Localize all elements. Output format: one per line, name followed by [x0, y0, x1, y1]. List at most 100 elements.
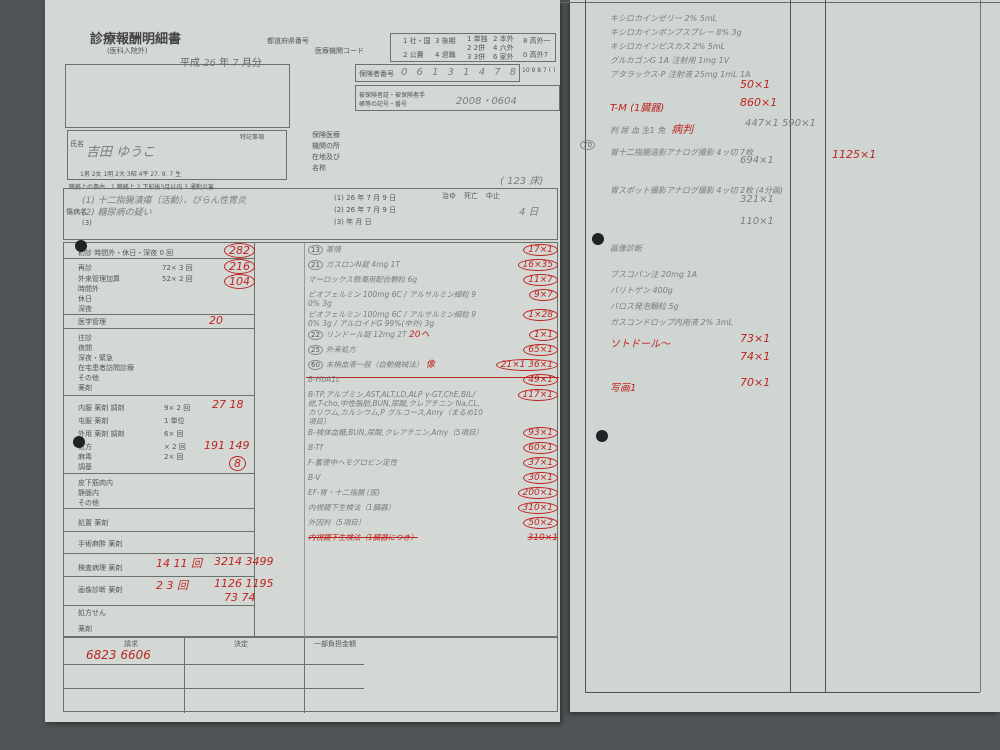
line-text: ブスコパン注 20mg 1A [610, 270, 698, 279]
burden-label: 一部負担金額 [314, 640, 356, 648]
note-text-wrap: ガスロンN錠 4mg 1T [326, 260, 484, 269]
note-row: 内視鏡下生検法（1臓器につき） 310×1 [308, 533, 558, 546]
exam-calc: 14 11 回 [156, 557, 202, 570]
binder-hole [73, 436, 85, 448]
line-text: アタラックス-P 注射液 25mg 1mL 1A [610, 70, 751, 79]
note-text: 内視鏡下生検法（1臓器） [308, 503, 396, 512]
line-text: グルカゴンG 1A 注射用 1mg 1V [610, 56, 730, 65]
prescription-label: 処方 [78, 443, 92, 451]
line-points: 321×1 [740, 194, 774, 205]
line-text: バリトゲン 400g [610, 286, 673, 295]
hospital-label: 保険医療機関の所在地及び名称 [312, 131, 340, 172]
insurer-number-box: 保険者番号 0 6 1 3 1 4 7 8 [355, 64, 520, 82]
cat-2: 2 2併 [467, 44, 486, 52]
after-hours-label: 時間外 [78, 285, 99, 293]
surgery-label: 手術麻酔 薬剤 [78, 540, 123, 548]
continuation-line: バリトゲン 400g [610, 278, 673, 297]
note-text-wrap: B-V [308, 473, 484, 482]
institution-code-label: 医療機関コード [315, 47, 364, 55]
patient-box: 氏名 吉田 ゆうこ 1男 2女 1明 2大 3昭 4平 27. 9. 7 生 特… [67, 130, 287, 180]
note-row: ビオフェルミン 100mg 6C / アルサルミン細粒 90% 3g 9×7 [308, 289, 558, 308]
note-row: 25 外来処方 65×1 [308, 344, 558, 358]
note-points: 37×1 [484, 457, 558, 469]
note-text-wrap: B-HbA1c [308, 375, 484, 384]
type-1: 1 社・国 [403, 37, 431, 45]
note-row: EF-胃・十二指腸 (医) 200×1 [308, 487, 558, 501]
payer-5: 0 高外7 [523, 51, 549, 59]
home-care-list: 往診 夜間 深夜・緊急 在宅患者訪問診療 その他 薬剤 [78, 334, 134, 392]
line-points: 73×1 [740, 332, 771, 345]
line-text: バロス発泡顆粒 5g [610, 302, 679, 311]
note-row: B-TP,アルブミン,AST,ALT,LD,ALP γ-GT,ChE,BIL/総… [308, 389, 558, 426]
insurance-type-box: 1 社・国 2 公費 3 後期 4 退職 1 単独 2 2併 3 3併 2 本外… [390, 33, 556, 62]
line-points: 694×1 [740, 155, 774, 166]
note-text: 外因判（5項目） [308, 518, 366, 527]
note-points: 16×35 [484, 259, 558, 271]
note-points: 65×1 [484, 344, 558, 356]
prescription-slip-label: 処方せん [78, 609, 106, 617]
note-text-wrap: リンドール錠 12mg 2T 20ヘ [326, 330, 484, 340]
note-text: B-検体血糖,BUN,尿酸,クレアチニン,Amy（5項目） [308, 428, 483, 437]
note-text: B-TP,アルブミン,AST,ALT,LD,ALP γ-GT,ChE,BIL/総… [308, 390, 483, 426]
totals-box: 請求 6823 6606 決定 一部負担金額 [63, 637, 558, 713]
insurer-no: 0 6 1 3 1 4 7 8 [401, 67, 520, 78]
work-reason: 職務上の事由 1 職務上 2 下船後3月以内 3 通勤災害 [69, 184, 214, 191]
mgmt-addition-calc: 52× 2 回 [162, 275, 193, 283]
dispensing-base-points: 8 [229, 456, 246, 471]
note-text-wrap: 内視鏡下生検法（1臓器） [308, 503, 484, 512]
binder-hole [592, 233, 604, 245]
line-text: キシロカインポンプスプレー 8% 3g [610, 28, 742, 37]
continuation-line: ソトドール〜 [610, 332, 670, 351]
note-points: 310×1 [484, 502, 558, 514]
line-points: 447×1 590×1 [745, 118, 816, 129]
line-points: 74×1 [740, 350, 771, 363]
outcome-cured: 治ゆ [442, 192, 456, 200]
continuation-line: 胃スポット撮影アナログ撮影 4ッ切 2枚 (4分画) [610, 178, 783, 197]
note-points: 17×1 [484, 244, 558, 256]
note-text-wrap: B-Tf [308, 443, 484, 452]
payer-3: 6 家外 [493, 53, 514, 61]
days: 4 日 [519, 207, 539, 218]
form-subtitle: (医科入院外) [107, 47, 148, 55]
special-label: 特記事項 [240, 134, 265, 141]
late-night-label: 深夜 [78, 305, 92, 313]
payer-4: 8 高外一 [523, 37, 551, 45]
mgmt-addition-points: 104 [224, 274, 255, 289]
revisit-calc: 72× 3 回 [162, 264, 193, 272]
continuation-line: バロス発泡顆粒 5g [610, 294, 679, 313]
line-points: 70×1 [740, 376, 771, 389]
sex-birth: 1男 2女 1明 2大 3昭 4平 27. 9. 7 生 [80, 171, 182, 178]
continuation-line: ブスコパン注 20mg 1A [610, 262, 697, 281]
revisit-points: 216 [224, 259, 255, 274]
line-text: キシロカインゼリー 2% 5mL [610, 14, 718, 23]
note-text-wrap: ビオフェルミン 100mg 6C / アルサルミン細粒 90% 3g / アルロ… [308, 310, 484, 328]
beds: ( 123 床) [500, 176, 544, 187]
note-points: 200×1 [484, 487, 558, 499]
insurer-no-label: 保険者番号 [359, 70, 394, 78]
note-code: 60 [308, 360, 323, 370]
other-drug-label: 薬剤 [78, 625, 92, 633]
line-points: 1125×1 [832, 148, 877, 161]
note-code: 25 [308, 345, 323, 355]
continuation-sheet: キシロカインゼリー 2% 5mL キシロカインポンプスプレー 8% 3g キシロカイ… [560, 0, 1000, 712]
claim-form-sheet: 診療報酬明細書 (医科入院外) 平成 26 年 7 月分 都道府県番号 医療機関… [45, 0, 560, 722]
injection-list: 皮下筋肉内 静脈内 その他 [78, 479, 113, 507]
continuation-line: グルカゴンG 1A 注射用 1mg 1V [610, 48, 729, 67]
imaging-points: 1126 1195 [214, 577, 274, 590]
note-row: 60 末梢血液一般（自動機械法） 像 21×1 36×1 [308, 359, 558, 373]
note-text: 外来処方 [325, 345, 356, 354]
continuation-line: 判 尿 血 生1 免病判 [610, 118, 693, 137]
card-number-box: 被保険者証・被保険者手帳等の記号・番号 2008・0604 [355, 85, 560, 111]
note-code: 13 [308, 245, 323, 255]
note-text: 薬情 [325, 245, 341, 254]
note-points: 117×1 [484, 389, 558, 401]
note-text: B-HbA1c [308, 375, 341, 384]
note-points: 9×7 [484, 289, 558, 301]
diagnosis-3: (3) [82, 219, 92, 227]
line-text: ガスコンドロップ内用液 2% 3mL [610, 318, 734, 327]
line-text: 画像診断 [610, 244, 642, 253]
note-text: B-Tf [308, 443, 323, 452]
imaging-calc: 2 3 回 [156, 579, 188, 592]
note-row: F-蓄便中ヘモグロビン定性 37×1 [308, 457, 558, 471]
binder-hole [75, 240, 87, 252]
